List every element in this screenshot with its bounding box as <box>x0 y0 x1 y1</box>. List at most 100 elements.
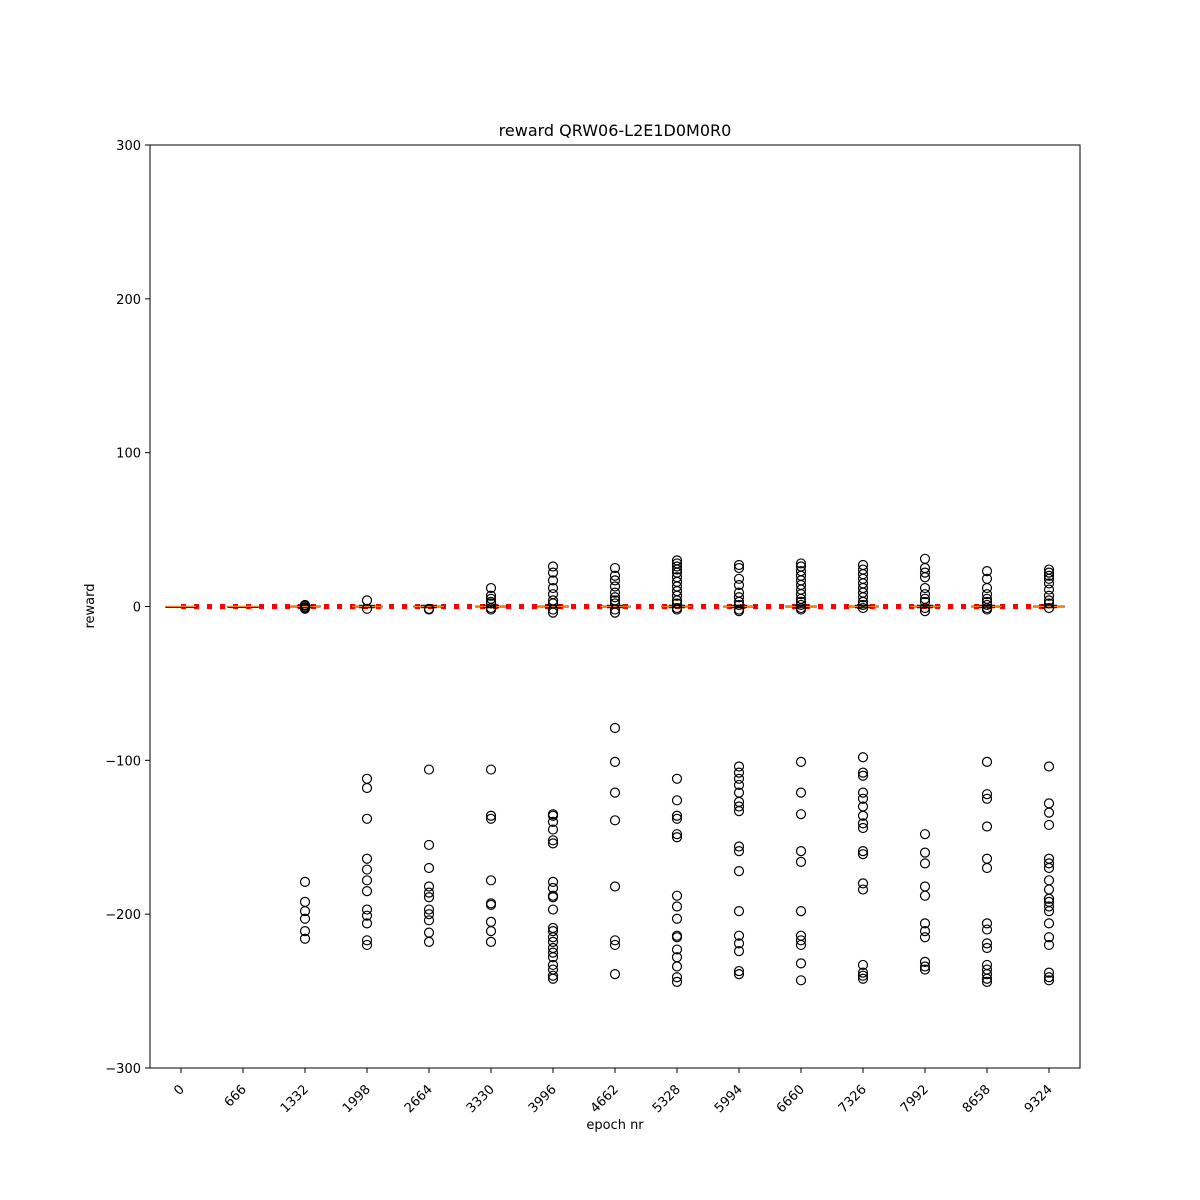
outlier-point <box>795 975 807 986</box>
outlier-point <box>919 858 931 869</box>
outlier-point <box>981 756 993 767</box>
outlier-point <box>671 604 683 615</box>
outlier-point <box>919 829 931 840</box>
outlier-point <box>361 603 373 614</box>
outlier-point <box>609 935 621 946</box>
outlier-point <box>547 810 559 821</box>
outlier-point <box>361 918 373 929</box>
outlier-point <box>671 961 683 972</box>
outlier-point <box>1043 567 1055 578</box>
outlier-point <box>671 564 683 575</box>
outlier-point <box>857 973 869 984</box>
outlier-point <box>1043 967 1055 978</box>
outlier-point <box>299 896 311 907</box>
outlier-point <box>361 782 373 794</box>
x-tick-label: 6660 <box>774 1082 808 1116</box>
outlier-point <box>981 924 993 935</box>
outlier-point <box>981 596 993 607</box>
outlier-point <box>547 582 559 594</box>
outlier-point <box>919 589 931 600</box>
outlier-point <box>671 976 683 987</box>
outlier-point <box>361 864 373 875</box>
outlier-point <box>547 567 559 578</box>
outlier-point <box>547 936 559 947</box>
outlier-point <box>1043 578 1055 589</box>
outlier-point <box>423 909 435 920</box>
outlier-point <box>547 604 559 615</box>
outlier-point <box>671 972 683 983</box>
outlier-point <box>361 939 373 951</box>
outlier-point <box>1043 807 1055 818</box>
y-tick-label: −200 <box>105 908 141 923</box>
outlier-point <box>733 573 745 584</box>
outlier-point <box>1043 798 1055 809</box>
outlier-point <box>423 764 435 775</box>
outlier-point <box>609 815 621 826</box>
outlier-point <box>1043 901 1055 912</box>
y-tick-label: −100 <box>105 754 141 769</box>
outlier-point <box>361 910 373 921</box>
outlier-point <box>485 598 497 609</box>
outlier-point <box>423 862 435 874</box>
outlier-point <box>733 559 745 571</box>
outlier-point <box>1043 573 1055 584</box>
outlier-point <box>919 572 931 583</box>
outlier-point <box>981 942 993 954</box>
outlier-point <box>1043 761 1055 772</box>
outlier-point <box>609 881 621 892</box>
outlier-point <box>795 958 807 969</box>
outlier-point <box>1043 862 1055 874</box>
x-tick-label: 3330 <box>464 1082 498 1116</box>
outlier-point <box>857 878 869 889</box>
outlier-point <box>857 970 869 981</box>
x-tick-label: 0 <box>171 1082 187 1098</box>
outlier-point <box>1043 893 1055 904</box>
outlier-point <box>981 604 993 615</box>
outlier-point <box>733 767 745 778</box>
outlier-point <box>795 589 807 600</box>
outlier-point <box>361 595 373 606</box>
y-tick-group: −300 −200 −100 0 100 200 300 <box>105 139 150 1077</box>
outlier-point <box>485 899 497 911</box>
outlier-point <box>795 809 807 820</box>
outlier-point <box>423 604 435 615</box>
outlier-point <box>485 810 497 821</box>
outlier-point <box>547 892 559 903</box>
outlier-point <box>1043 875 1055 886</box>
outlier-point <box>609 592 621 603</box>
outlier-point <box>485 813 497 824</box>
outlier-point <box>485 590 497 601</box>
outlier-point <box>423 839 435 851</box>
outlier-point <box>361 885 373 897</box>
outlier-point <box>1043 858 1055 869</box>
outlier-point <box>299 876 311 887</box>
outlier-point <box>485 925 497 937</box>
outlier-point <box>919 606 931 617</box>
outlier-point <box>795 935 807 946</box>
outlier-point <box>857 845 869 857</box>
outlier-point <box>547 561 559 572</box>
outlier-point <box>981 566 993 577</box>
outlier-point <box>609 787 621 798</box>
outlier-point <box>1043 905 1055 917</box>
outlier-point <box>299 599 311 611</box>
outlier-point <box>795 558 807 569</box>
outlier-point <box>795 787 807 798</box>
outlier-point <box>981 976 993 987</box>
outlier-point <box>981 582 993 594</box>
outlier-point <box>795 845 807 857</box>
outlier-point <box>733 562 745 574</box>
outlier-point <box>733 801 745 812</box>
y-axis-label: reward <box>83 583 98 628</box>
outlier-point <box>671 901 683 912</box>
outlier-point <box>609 939 621 951</box>
outlier-point <box>609 570 621 581</box>
outlier-point <box>733 599 745 611</box>
outlier-point <box>919 602 931 614</box>
outlier-point <box>857 822 869 834</box>
x-tick-label: 1332 <box>278 1082 312 1116</box>
outlier-point <box>671 810 683 821</box>
x-tick-label: 666 <box>222 1082 250 1110</box>
outlier-point <box>857 592 869 603</box>
outlier-point <box>733 969 745 980</box>
